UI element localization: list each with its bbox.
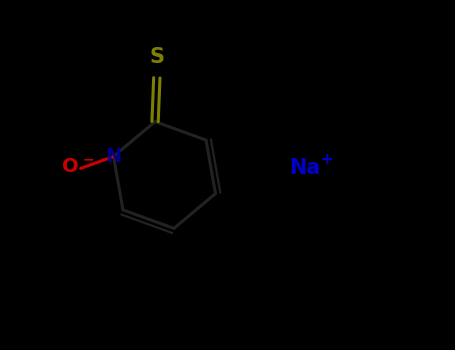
Text: −: −	[82, 153, 94, 167]
Text: O: O	[62, 157, 79, 176]
Text: S: S	[149, 47, 164, 66]
Text: N: N	[106, 147, 121, 166]
Text: +: +	[321, 152, 334, 167]
Text: Na: Na	[289, 158, 320, 178]
